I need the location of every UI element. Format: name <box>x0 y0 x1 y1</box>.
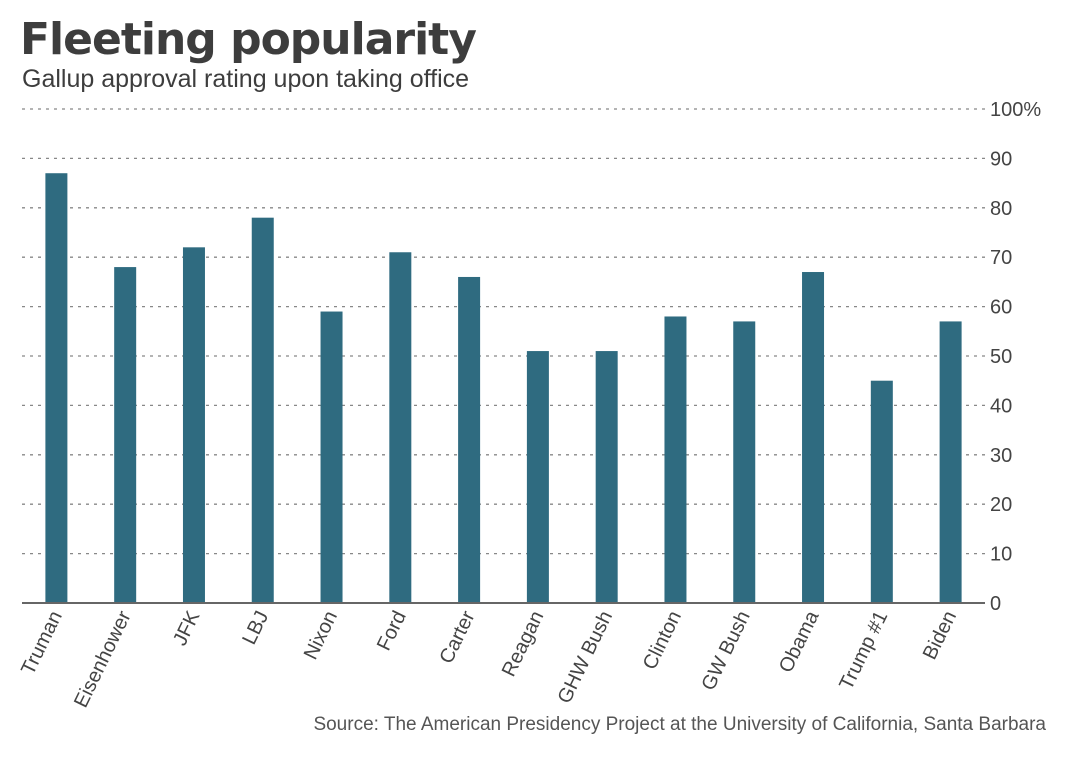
y-tick-label: 10 <box>990 544 1012 566</box>
x-axis-category-labels: Truman Eisenhower JFK LBJ Nixon Ford Carter Rea… <box>17 607 961 711</box>
y-tick-label: 40 <box>990 395 1012 417</box>
x-tick-label: Ford <box>373 608 411 655</box>
bar <box>870 380 893 603</box>
x-tick-label: GHW Bush <box>554 608 618 708</box>
x-tick-label: Truman <box>17 608 67 679</box>
bar <box>251 217 274 603</box>
y-tick-label: 100% <box>990 99 1041 121</box>
y-tick-label: 50 <box>990 346 1012 368</box>
y-axis-tick-labels: 0 10 20 30 40 50 60 70 80 90 100% <box>990 99 1041 615</box>
x-tick-label: JFK <box>169 607 205 649</box>
bar <box>45 173 68 603</box>
y-tick-label: 30 <box>990 445 1012 467</box>
bar <box>458 276 481 603</box>
bar <box>595 351 618 603</box>
x-tick-label: LBJ <box>238 608 273 649</box>
y-tick-label: 0 <box>990 593 1001 615</box>
chart-subtitle: Gallup approval rating upon taking offic… <box>22 65 470 93</box>
x-tick-label: GW Bush <box>697 608 754 695</box>
bar <box>733 321 756 603</box>
y-tick-label: 60 <box>990 297 1012 319</box>
bar <box>182 247 205 603</box>
x-tick-label: Trump #1 <box>835 608 892 694</box>
x-tick-label: Carter <box>435 607 479 667</box>
y-tick-label: 20 <box>990 494 1012 516</box>
bar <box>389 252 412 603</box>
source-note: Source: The American Presidency Project … <box>313 714 1046 735</box>
bars <box>45 173 962 603</box>
x-tick-label: Nixon <box>300 608 342 664</box>
y-tick-label: 80 <box>990 198 1012 220</box>
gridlines <box>22 108 985 555</box>
x-tick-label: Clinton <box>639 608 686 674</box>
bar <box>664 316 687 603</box>
chart-title: Fleeting popularity <box>20 14 477 65</box>
bar <box>114 267 137 603</box>
bar <box>320 311 343 603</box>
bar <box>939 321 962 603</box>
x-tick-label: Biden <box>919 608 961 664</box>
bar <box>802 272 825 603</box>
x-tick-label: Eisenhower <box>70 607 136 711</box>
y-tick-label: 70 <box>990 247 1012 269</box>
bar <box>526 351 549 603</box>
y-tick-label: 90 <box>990 148 1012 170</box>
x-tick-label: Reagan <box>498 608 548 681</box>
x-tick-label: Obama <box>775 607 824 676</box>
